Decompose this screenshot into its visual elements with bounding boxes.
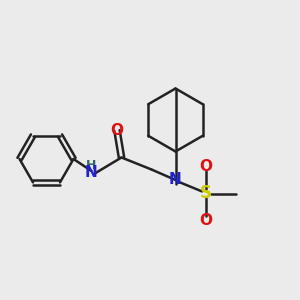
Text: S: S	[200, 184, 211, 202]
Text: O: O	[199, 159, 212, 174]
Text: N: N	[85, 165, 98, 180]
Text: O: O	[199, 213, 212, 228]
Text: N: N	[169, 172, 182, 188]
Text: O: O	[110, 123, 124, 138]
Text: H: H	[86, 159, 97, 172]
